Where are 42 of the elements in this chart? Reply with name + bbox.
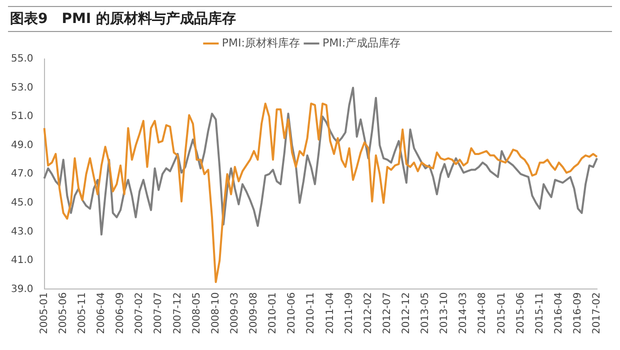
x-tick-label: 2009-08	[248, 292, 260, 334]
x-tick-label: 2015-11	[534, 292, 546, 334]
y-tick-label: 49.0	[11, 140, 34, 151]
x-tick-label: 2008-10	[210, 292, 222, 334]
x-tick-label: 2007-12	[172, 292, 184, 334]
x-tick-label: 2010-01	[268, 292, 279, 334]
x-tick-label: 2012-12	[400, 292, 412, 334]
y-tick-label: 43.0	[11, 226, 34, 238]
legend-label: PMI:原材料库存	[222, 36, 300, 50]
y-tick-label: 41.0	[11, 255, 34, 266]
x-tick-label: 2005-01	[38, 292, 50, 334]
x-tick-label: 2009-03	[229, 292, 240, 334]
x-tick-label: 2010-06	[286, 292, 298, 334]
x-tick-label: 2008-05	[191, 292, 202, 334]
x-tick-label: 2011-04	[324, 292, 336, 334]
x-tick-label: 2007-02	[134, 292, 146, 334]
x-tick-label: 2016-04	[553, 292, 564, 334]
x-tick-label: 2011-09	[344, 292, 355, 334]
x-tick-label: 2005-11	[76, 292, 88, 334]
x-tick-label: 2005-06	[58, 292, 69, 334]
x-tick-label: 2013-05	[420, 292, 432, 334]
x-tick-label: 2006-09	[115, 292, 126, 334]
x-tick-label: 2016-09	[572, 292, 584, 334]
x-tick-label: 2012-07	[382, 292, 393, 334]
x-tick-label: 2017-02	[592, 292, 603, 334]
y-tick-label: 39.0	[11, 284, 34, 295]
y-tick-label: 55.0	[11, 54, 34, 65]
x-tick-label: 2015-01	[496, 292, 508, 334]
y-tick-label: 45.0	[11, 197, 34, 208]
y-tick-label: 51.0	[11, 111, 34, 122]
y-tick-label: 53.0	[11, 82, 34, 94]
x-tick-label: 2010-11	[306, 292, 317, 334]
legend-label: PMI:产成品库存	[322, 36, 401, 50]
x-tick-label: 2014-08	[477, 292, 488, 334]
chart-title: 图表9 PMI 的原材料与产成品库存	[8, 6, 612, 32]
x-tick-label: 2007-07	[153, 292, 164, 334]
x-tick-label: 2014-03	[458, 292, 470, 334]
x-tick-label: 2015-06	[515, 292, 526, 334]
x-tick-label: 2006-04	[96, 292, 108, 334]
y-tick-label: 47.0	[11, 168, 34, 180]
x-tick-label: 2013-10	[439, 292, 450, 334]
x-tick-label: 2012-02	[362, 292, 374, 334]
